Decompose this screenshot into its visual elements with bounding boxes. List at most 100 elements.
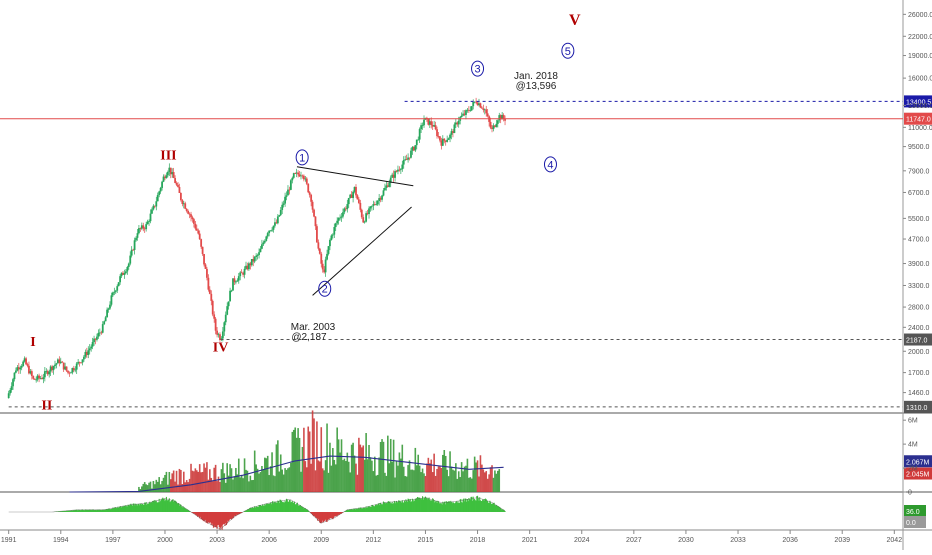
- price-candle-body: [111, 292, 114, 296]
- price-candle-body: [289, 180, 292, 190]
- x-tick-label: 2003: [209, 537, 225, 544]
- volume-bar: [197, 471, 200, 492]
- price-candle-body: [311, 201, 314, 210]
- volume-bar: [182, 471, 185, 492]
- level-tag-label: 13400.5: [906, 99, 931, 106]
- volume-bar: [455, 463, 457, 492]
- volume-bar: [488, 474, 490, 492]
- price-candle-body: [376, 200, 379, 205]
- price-candle-body: [379, 198, 382, 200]
- annotation-mar-2003-line1: Mar. 2003: [291, 322, 336, 333]
- price-candle-body: [152, 205, 155, 210]
- volume-bar: [482, 469, 485, 492]
- volume-bar: [191, 470, 194, 492]
- price-candle-body: [475, 101, 478, 103]
- x-tick-label: 1997: [105, 537, 121, 544]
- volume-bar: [447, 476, 450, 492]
- price-candle-body: [362, 217, 365, 223]
- volume-bar: [486, 478, 489, 492]
- volume-bar: [252, 479, 255, 492]
- price-candle-body: [433, 125, 436, 127]
- volume-bar: [391, 461, 393, 492]
- volume-bar: [313, 418, 315, 492]
- price-candle-body: [347, 198, 350, 205]
- price-candle-body: [100, 332, 103, 334]
- price-candle-body: [42, 377, 45, 380]
- volume-bar: [379, 441, 382, 492]
- wave-label-red: I: [30, 335, 35, 350]
- volume-bar: [143, 482, 146, 492]
- volume-bar: [469, 477, 472, 492]
- volume-bar: [415, 465, 418, 492]
- price-candle-body: [454, 122, 457, 125]
- price-candle-body: [142, 225, 145, 229]
- volume-bar: [411, 469, 414, 492]
- volume-bar: [342, 460, 344, 492]
- volume-bar: [459, 477, 461, 492]
- price-candle-body: [446, 139, 449, 142]
- x-tick-label: 2015: [418, 537, 434, 544]
- price-candle-body: [412, 147, 415, 151]
- price-candle-body: [291, 177, 294, 181]
- volume-bar: [456, 478, 459, 492]
- price-candle-body: [171, 172, 174, 175]
- price-candle-body: [90, 346, 93, 349]
- price-candle-body: [496, 120, 499, 124]
- price-candle-body: [265, 236, 268, 241]
- volume-bar: [185, 480, 188, 492]
- volume-tag-box: [904, 455, 932, 468]
- volume-bar: [349, 472, 352, 492]
- volume-bar: [494, 470, 496, 492]
- price-candle-body: [106, 309, 108, 318]
- volume-bar: [169, 479, 172, 492]
- volume-bar: [353, 455, 356, 492]
- price-candle-body: [81, 359, 84, 363]
- volume-bar: [310, 463, 312, 492]
- wave-label-blue: 3: [474, 64, 480, 76]
- price-candle-body: [298, 174, 301, 177]
- volume-bar: [414, 447, 417, 492]
- price-candle-body: [365, 213, 368, 222]
- price-candle-body: [243, 268, 246, 275]
- price-candle-body: [410, 150, 412, 158]
- price-candle-body: [49, 366, 52, 372]
- volume-bar: [196, 470, 198, 492]
- volume-bar: [250, 480, 253, 492]
- volume-bar: [213, 467, 215, 492]
- volume-bar: [141, 486, 143, 492]
- volume-bar: [281, 469, 283, 492]
- volume-bar: [428, 463, 431, 492]
- price-candle-body: [22, 361, 25, 366]
- price-candle-body: [74, 369, 77, 371]
- price-candle-body: [130, 249, 133, 256]
- price-candle-body: [203, 253, 205, 265]
- level-tag-label: 2187.0: [906, 338, 928, 345]
- wave-label-blue: 1: [299, 152, 305, 164]
- volume-bar: [155, 479, 158, 492]
- volume-bar: [442, 454, 444, 492]
- price-candle-body: [175, 182, 178, 185]
- price-candle-body: [193, 219, 195, 224]
- volume-bar: [439, 466, 441, 492]
- volume-bar: [326, 423, 328, 492]
- volume-bar: [436, 468, 438, 492]
- volume-bar: [201, 471, 204, 492]
- price-candle-body: [10, 386, 13, 391]
- volume-bar: [246, 470, 249, 492]
- price-candle-body: [278, 215, 281, 217]
- volume-bar: [426, 463, 428, 492]
- price-candle-body: [13, 372, 16, 380]
- price-candle-body: [431, 125, 434, 127]
- volume-bar: [139, 489, 142, 492]
- price-candle-body: [330, 235, 333, 240]
- price-candle-body: [310, 194, 313, 202]
- volume-bar: [479, 455, 482, 492]
- volume-bar: [204, 467, 207, 492]
- volume-bar: [358, 437, 360, 492]
- price-candle-body: [116, 286, 119, 291]
- price-candle-body: [248, 263, 250, 270]
- x-tick-label: 2021: [522, 537, 538, 544]
- price-candle-body: [259, 248, 262, 253]
- volume-tick-label: 2M: [908, 466, 918, 473]
- price-candle-body: [408, 157, 411, 159]
